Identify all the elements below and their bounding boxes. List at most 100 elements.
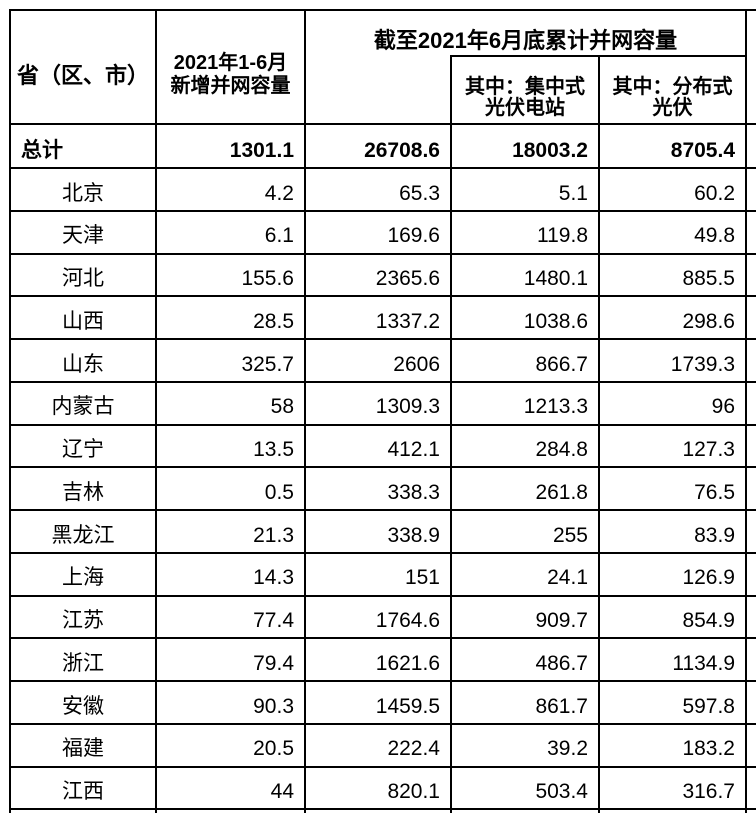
value-cell: 316.7	[598, 765, 745, 809]
cut-edge-sliver	[745, 209, 756, 253]
value-cell: 183.2	[598, 722, 745, 766]
province-cell: 北京	[9, 167, 155, 210]
value-cell: 1621.6	[304, 637, 450, 680]
value-cell: 169.6	[304, 209, 450, 253]
value-cell: 76.5	[598, 466, 745, 509]
value-cell: 49.8	[598, 209, 745, 253]
value-cell: 885.5	[598, 252, 745, 296]
value-cell: 2606	[304, 338, 450, 381]
header-distributed-line2: 光伏	[652, 97, 693, 119]
cut-bottom-sliver	[155, 808, 304, 813]
value-cell: 5.1	[450, 167, 598, 210]
header-distributed: 其中：分布式 光伏	[598, 55, 745, 123]
value-cell: 96	[598, 380, 745, 424]
value-cell: 284.8	[450, 423, 598, 467]
cut-bottom-sliver	[745, 808, 756, 813]
cut-edge-sliver	[745, 252, 756, 296]
header-new-capacity: 2021年1-6月 新增并网容量	[155, 9, 304, 123]
province-cell: 江西	[9, 765, 155, 809]
value-cell: 1309.3	[304, 380, 450, 424]
cut-edge-sliver	[745, 466, 756, 509]
header-new-capacity-line1: 2021年1-6月	[173, 52, 288, 74]
header-centralized: 其中：集中式 光伏电站	[450, 55, 598, 123]
value-cell: 2365.6	[304, 252, 450, 296]
cut-bottom-sliver	[450, 808, 598, 813]
value-cell: 21.3	[155, 509, 304, 552]
province-cell: 江苏	[9, 594, 155, 638]
cut-bottom-sliver	[598, 808, 745, 813]
cut-edge-sliver	[745, 765, 756, 809]
value-cell: 155.6	[155, 252, 304, 296]
province-cell: 吉林	[9, 466, 155, 509]
value-cell: 77.4	[155, 594, 304, 638]
cut-edge-sliver	[745, 594, 756, 638]
value-cell: 261.8	[450, 466, 598, 509]
value-cell: 503.4	[450, 765, 598, 809]
value-cell: 1038.6	[450, 295, 598, 338]
pv-capacity-table: 省（区、市） 2021年1-6月 新增并网容量 截至2021年6月底累计并网容量…	[9, 9, 756, 813]
value-cell: 255	[450, 509, 598, 552]
value-cell: 597.8	[598, 680, 745, 723]
header-centralized-line1: 其中：集中式	[465, 76, 585, 98]
header-province: 省（区、市）	[9, 9, 155, 123]
value-cell: 325.7	[155, 338, 304, 381]
value-cell: 338.3	[304, 466, 450, 509]
value-cell: 1337.2	[304, 295, 450, 338]
value-cell: 1739.3	[598, 338, 745, 381]
value-cell: 60.2	[598, 167, 745, 210]
cut-edge-sliver	[745, 551, 756, 595]
header-cumulative-total-subcell	[304, 55, 450, 123]
value-cell: 298.6	[598, 295, 745, 338]
header-new-capacity-line2: 新增并网容量	[170, 75, 291, 97]
value-cell: 1764.6	[304, 594, 450, 638]
value-cell: 65.3	[304, 167, 450, 210]
value-cell: 127.3	[598, 423, 745, 467]
value-cell: 1134.9	[598, 637, 745, 680]
value-cell: 14.3	[155, 551, 304, 595]
cut-edge-sliver	[745, 55, 756, 123]
cut-edge-sliver	[745, 509, 756, 552]
value-cell: 866.7	[450, 338, 598, 381]
value-cell: 6.1	[155, 209, 304, 253]
value-cell: 24.1	[450, 551, 598, 595]
province-cell: 福建	[9, 722, 155, 766]
value-cell: 861.7	[450, 680, 598, 723]
value-cell: 4.2	[155, 167, 304, 210]
value-cell: 854.9	[598, 594, 745, 638]
cut-edge-sliver	[745, 123, 756, 167]
value-cell: 119.8	[450, 209, 598, 253]
cut-edge-sliver	[745, 295, 756, 338]
value-cell: 1480.1	[450, 252, 598, 296]
province-cell: 山西	[9, 295, 155, 338]
header-cumulative-group-title: 截至2021年6月底累计并网容量	[304, 9, 745, 55]
value-cell: 0.5	[155, 466, 304, 509]
province-cell: 安徽	[9, 680, 155, 723]
value-cell: 412.1	[304, 423, 450, 467]
value-cell: 909.7	[450, 594, 598, 638]
value-cell: 338.9	[304, 509, 450, 552]
value-cell: 126.9	[598, 551, 745, 595]
cut-bottom-sliver	[304, 808, 450, 813]
total-new-capacity: 1301.1	[155, 123, 304, 167]
cut-edge-sliver	[745, 637, 756, 680]
value-cell: 79.4	[155, 637, 304, 680]
value-cell: 39.2	[450, 722, 598, 766]
value-cell: 13.5	[155, 423, 304, 467]
value-cell: 20.5	[155, 722, 304, 766]
total-distributed: 8705.4	[598, 123, 745, 167]
value-cell: 44	[155, 765, 304, 809]
cut-edge-sliver	[745, 9, 756, 55]
province-cell: 内蒙古	[9, 380, 155, 424]
province-cell: 山东	[9, 338, 155, 381]
cut-edge-sliver	[745, 338, 756, 381]
value-cell: 222.4	[304, 722, 450, 766]
header-centralized-line2: 光伏电站	[485, 97, 565, 119]
province-cell: 河北	[9, 252, 155, 296]
province-cell: 黑龙江	[9, 509, 155, 552]
value-cell: 28.5	[155, 295, 304, 338]
cut-bottom-sliver	[9, 808, 155, 813]
province-cell: 天津	[9, 209, 155, 253]
province-cell: 辽宁	[9, 423, 155, 467]
value-cell: 486.7	[450, 637, 598, 680]
